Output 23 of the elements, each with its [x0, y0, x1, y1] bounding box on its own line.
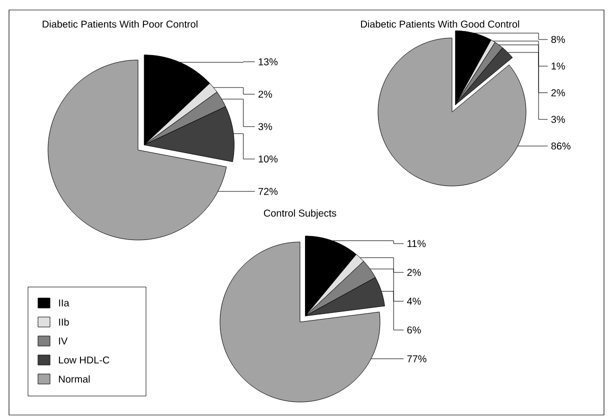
- data-label: 13%: [258, 58, 278, 66]
- data-label: 3%: [258, 123, 272, 130]
- data-label: 8%: [551, 36, 565, 43]
- chart-title: Diabetic Patients With Good Control: [361, 20, 520, 28]
- data-label: 2%: [407, 268, 421, 276]
- data-label: 3%: [551, 116, 565, 123]
- data-label: 77%: [407, 355, 426, 362]
- legend-label: IIa: [59, 300, 70, 306]
- data-label: 1%: [552, 62, 565, 70]
- legend-label: Low HDL-C: [59, 356, 110, 364]
- legend-label: IV: [59, 338, 68, 344]
- data-label: 10%: [258, 155, 278, 163]
- data-label: 4%: [407, 298, 421, 305]
- chart-title: Control Subjects: [264, 209, 336, 219]
- data-label: 6%: [407, 326, 421, 334]
- data-label: 2%: [258, 90, 272, 98]
- data-label: 11%: [408, 240, 426, 248]
- chart-title: Diabetic Patients With Poor Control: [42, 20, 198, 28]
- data-label: 72%: [258, 188, 278, 195]
- legend-label: Normal: [59, 375, 90, 383]
- legend-label: IIb: [59, 318, 69, 326]
- data-label: 86%: [551, 142, 570, 150]
- data-label: 2%: [551, 89, 565, 96]
